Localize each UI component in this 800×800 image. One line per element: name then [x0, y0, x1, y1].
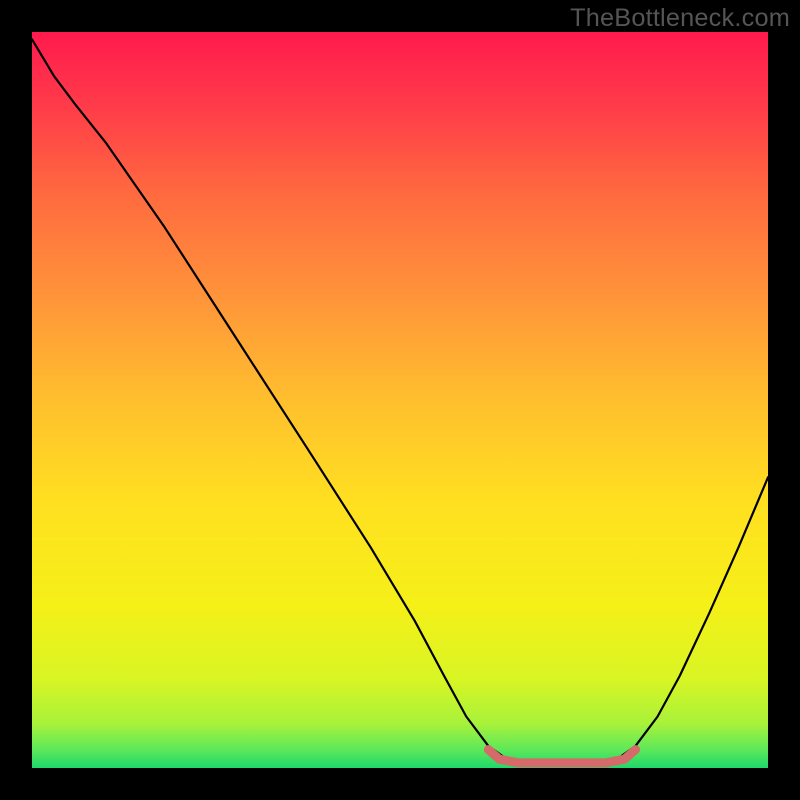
watermark-text: TheBottleneck.com	[570, 4, 790, 33]
chart-container: TheBottleneck.com	[0, 0, 800, 800]
bottleneck-chart	[0, 0, 800, 800]
plot-area	[32, 32, 768, 768]
